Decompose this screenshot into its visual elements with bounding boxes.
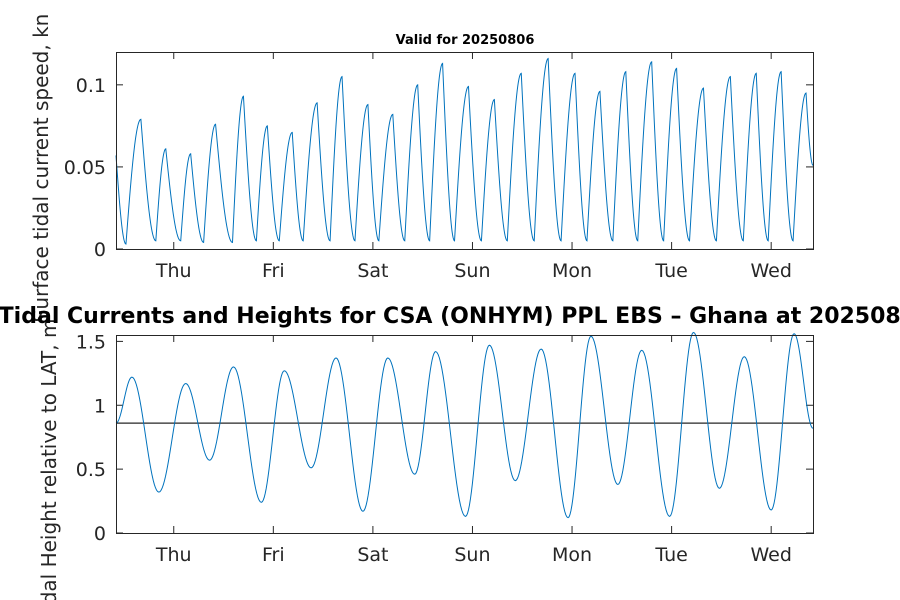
height-x-tick-label: Sun (454, 544, 490, 566)
height-x-tick-label: Wed (750, 544, 791, 566)
height-x-tick-label: Mon (552, 544, 592, 566)
current-axes-box (116, 52, 814, 250)
current-y-tick-label: 0.05 (64, 157, 106, 179)
current-y-tick-label: 0 (94, 239, 106, 261)
height-x-tick-label: Tue (654, 544, 687, 566)
height-axis-ticks: Thu Fri Sat Sun Mon Tue Wed 0 0.5 1 1.5 (76, 331, 813, 566)
height-axes-box (116, 335, 814, 534)
current-x-tick-label: Mon (552, 260, 592, 282)
current-x-tick-label: Tue (654, 260, 687, 282)
current-axes-title: Valid for 20250806 (396, 33, 535, 48)
figure-title: Tidal Currents and Heights for CSA (ONHY… (0, 304, 900, 329)
height-y-tick-label: 0 (94, 523, 106, 545)
current-y-axis-label: Surface tidal current speed, kn (29, 14, 53, 323)
current-x-tick-label: Sun (454, 260, 490, 282)
current-speed-line (115, 57, 814, 245)
height-y-tick-label: 0.5 (76, 459, 106, 481)
tidal-height-line (115, 331, 814, 519)
current-speed-axes: Valid for 20250806 Surface tidal current… (29, 14, 814, 323)
current-x-tick-label: Sat (357, 260, 388, 282)
tidal-height-axes: Tidal Height relative to LAT, m Thu Fri Sa… (37, 319, 814, 600)
height-y-tick-label: 1 (94, 395, 106, 417)
current-x-tick-label: Fri (262, 260, 285, 282)
height-y-tick-label: 1.5 (76, 331, 106, 353)
current-axis-ticks: Thu Fri Sat Sun Mon Tue Wed 0 0.05 0.1 (64, 52, 813, 282)
current-x-tick-label: Wed (750, 260, 791, 282)
height-x-tick-label: Fri (262, 544, 285, 566)
current-x-tick-label: Thu (155, 260, 192, 282)
height-x-tick-label: Sat (357, 544, 388, 566)
current-y-tick-label: 0.1 (76, 75, 106, 97)
height-y-axis-label: Tidal Height relative to LAT, m (37, 319, 61, 600)
height-x-tick-label: Thu (155, 544, 192, 566)
